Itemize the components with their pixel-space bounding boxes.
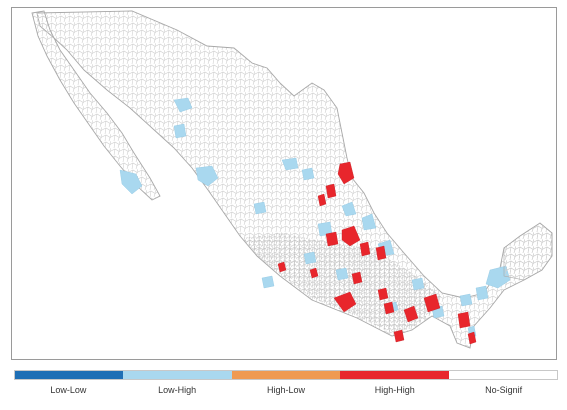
mainland-region	[36, 10, 553, 349]
legend-swatch-high-low	[231, 371, 341, 379]
legend-label-high-high: High-High	[374, 385, 415, 395]
legend-swatch-low-high	[123, 371, 232, 379]
map-frame	[11, 7, 557, 360]
legend-labels: Low-Low Low-High High-Low High-High No-S…	[14, 385, 558, 395]
legend-swatch-high-high	[340, 371, 449, 379]
legend-swatch-no-signif	[448, 371, 558, 379]
low-high-clusters	[119, 97, 511, 339]
legend-label-high-low: High-Low	[266, 385, 305, 395]
legend-label-low-high: Low-High	[158, 385, 197, 395]
legend-label-low-low: Low-Low	[50, 385, 87, 395]
legend-label-no-signif: No-Signif	[485, 385, 523, 395]
legend-color-bar	[14, 370, 558, 380]
high-high-clusters	[277, 161, 477, 345]
choropleth-map	[31, 10, 553, 349]
legend-swatch-low-low	[15, 371, 124, 379]
baja-california-region	[31, 10, 161, 201]
yucatan-region	[503, 222, 553, 281]
